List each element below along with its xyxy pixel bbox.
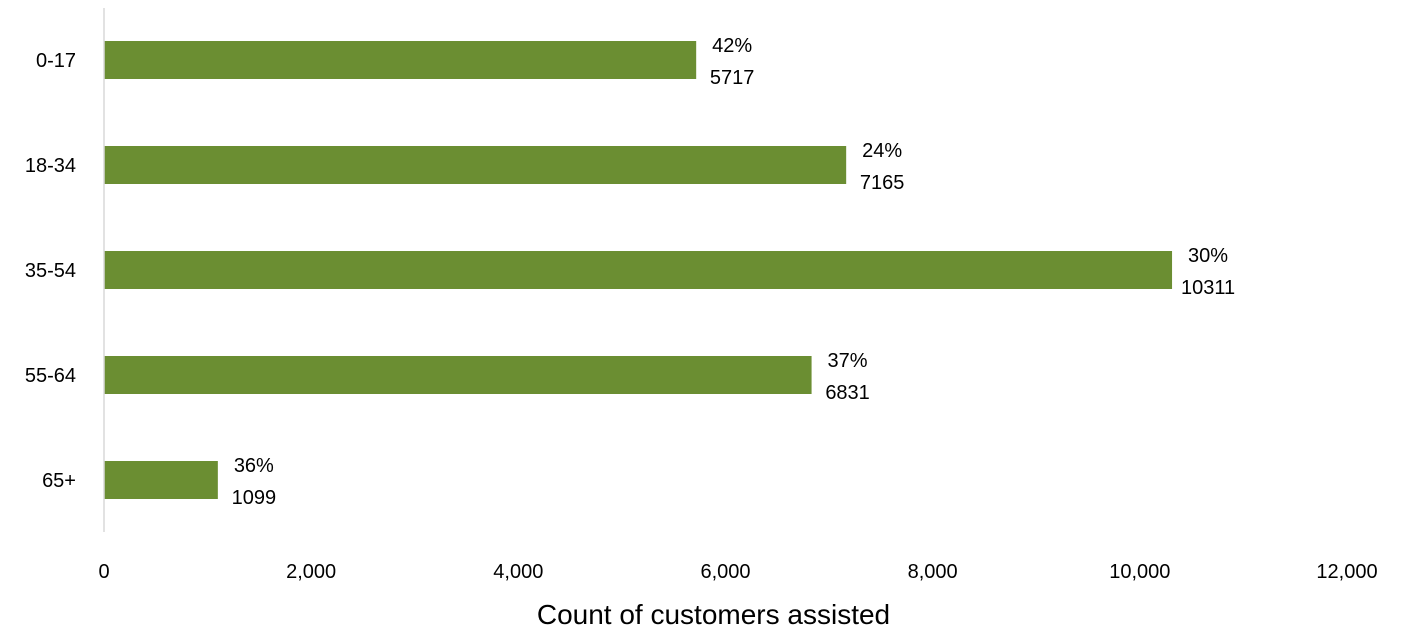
- bar-65+: [104, 461, 218, 499]
- category-label: 35-54: [25, 260, 76, 282]
- bar-55-64: [104, 356, 812, 394]
- bars-layer: [104, 41, 1173, 499]
- category-labels: 0-17 18-34 35-54 55-64 65+: [25, 50, 76, 492]
- percent-label: 42%: [712, 35, 752, 57]
- x-tick-label: 0: [98, 561, 109, 583]
- percent-label: 37%: [828, 350, 868, 372]
- x-tick-label: 2,000: [286, 561, 336, 583]
- x-tick-label: 6,000: [700, 561, 750, 583]
- category-label: 55-64: [25, 365, 76, 387]
- x-tick-label: 12,000: [1316, 561, 1377, 583]
- x-tick-label: 4,000: [493, 561, 543, 583]
- value-label: 1099: [232, 487, 277, 509]
- value-label: 10311: [1181, 277, 1235, 299]
- percent-label: 24%: [862, 140, 902, 162]
- data-labels: 42% 5717 24% 7165 30% 10311 37% 6831 36% 1099: [232, 35, 1236, 509]
- value-label: 5717: [710, 67, 755, 89]
- value-label: 7165: [860, 172, 905, 194]
- x-axis-tick-labels: 0 2,000 4,000 6,000 8,000 10,000 12,000: [98, 561, 1377, 583]
- value-label: 6831: [825, 382, 870, 404]
- x-tick-label: 8,000: [908, 561, 958, 583]
- bar-18-34: [104, 146, 847, 184]
- bar-35-54: [104, 251, 1173, 289]
- category-label: 0-17: [36, 50, 76, 72]
- percent-label: 36%: [234, 455, 274, 477]
- x-axis-title: Count of customers assisted: [537, 599, 890, 630]
- bar-0-17: [104, 41, 697, 79]
- category-label: 18-34: [25, 155, 76, 177]
- x-tick-label: 10,000: [1109, 561, 1170, 583]
- category-label: 65+: [42, 470, 76, 492]
- percent-label: 30%: [1188, 245, 1228, 267]
